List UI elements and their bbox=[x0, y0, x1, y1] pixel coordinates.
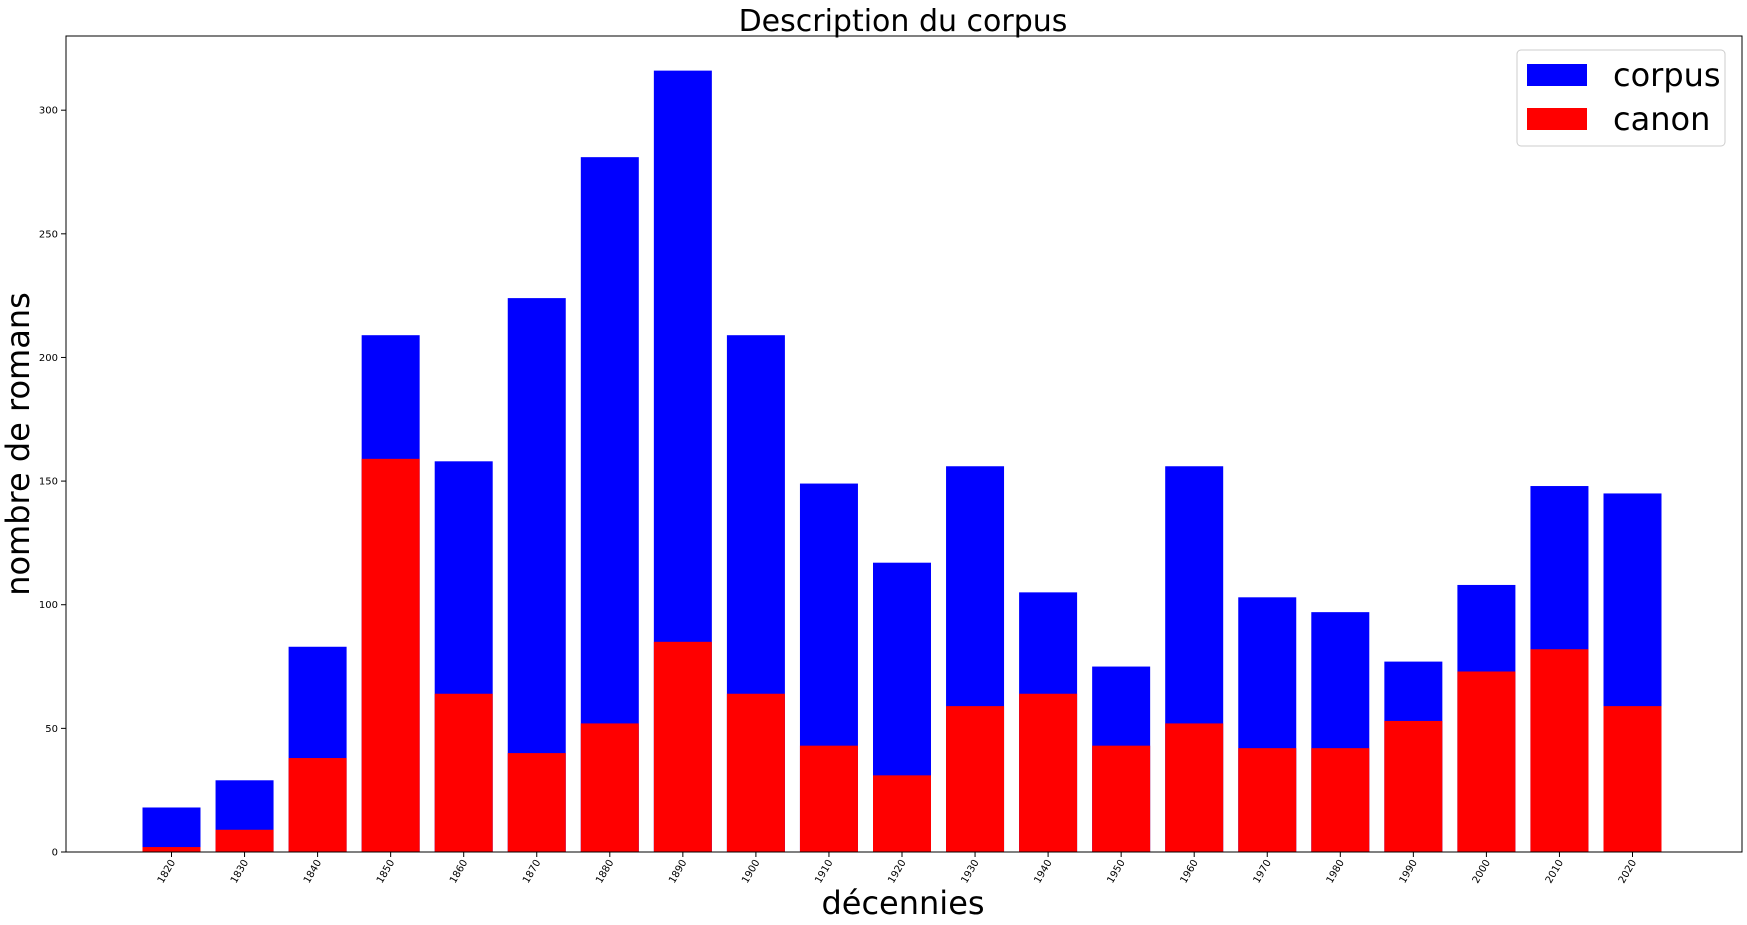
bar-canon-2020 bbox=[1603, 706, 1662, 852]
y-axis: 0 50 100 150 200 250 300 bbox=[39, 106, 66, 859]
y-tick-label: 250 bbox=[39, 229, 58, 240]
y-tick-label: 300 bbox=[39, 106, 58, 117]
bar-canon-1940 bbox=[1019, 693, 1078, 852]
bar-canon-1880 bbox=[580, 723, 639, 852]
bar-canon-1930 bbox=[946, 706, 1005, 852]
bar-canon-1870 bbox=[507, 753, 566, 852]
legend: corpus canon bbox=[1516, 49, 1726, 147]
bar-canon-1890 bbox=[653, 641, 712, 852]
bar-canon-1950 bbox=[1092, 745, 1151, 852]
chart-title: Description du corpus bbox=[739, 4, 1068, 39]
y-tick-label: 150 bbox=[39, 477, 58, 488]
y-tick-label: 200 bbox=[39, 353, 58, 364]
bar-canon-1980 bbox=[1311, 748, 1370, 852]
y-axis-label: nombre de romans bbox=[0, 292, 37, 596]
y-tick-label: 100 bbox=[39, 600, 58, 611]
bar-canon-1860 bbox=[434, 693, 493, 852]
bar-canon-1960 bbox=[1165, 723, 1224, 852]
bar-canon-1970 bbox=[1238, 748, 1297, 852]
bar-canon-2010 bbox=[1530, 649, 1589, 852]
bar-canon-1830 bbox=[215, 829, 274, 852]
legend-swatch-canon bbox=[1527, 108, 1587, 130]
bar-canon-1990 bbox=[1384, 720, 1443, 852]
x-axis-label: décennies bbox=[821, 884, 984, 922]
y-tick-label: 50 bbox=[45, 724, 58, 735]
plot-frame bbox=[65, 35, 1743, 853]
bar-canon-2000 bbox=[1457, 671, 1516, 852]
legend-swatch-corpus bbox=[1527, 64, 1587, 86]
legend-label-corpus: corpus bbox=[1613, 56, 1721, 94]
bar-corpus-1820 bbox=[142, 807, 201, 852]
bar-canon-1920 bbox=[873, 775, 931, 852]
bars-layer bbox=[142, 70, 1662, 853]
bar-canon-1910 bbox=[799, 745, 858, 852]
bar-canon-1900 bbox=[726, 693, 785, 852]
bar-canon-1850 bbox=[361, 458, 420, 852]
bar-canon-1820 bbox=[142, 847, 201, 852]
legend-label-canon: canon bbox=[1613, 100, 1710, 138]
bar-canon-1840 bbox=[288, 758, 347, 852]
y-tick-label: 0 bbox=[52, 848, 58, 859]
